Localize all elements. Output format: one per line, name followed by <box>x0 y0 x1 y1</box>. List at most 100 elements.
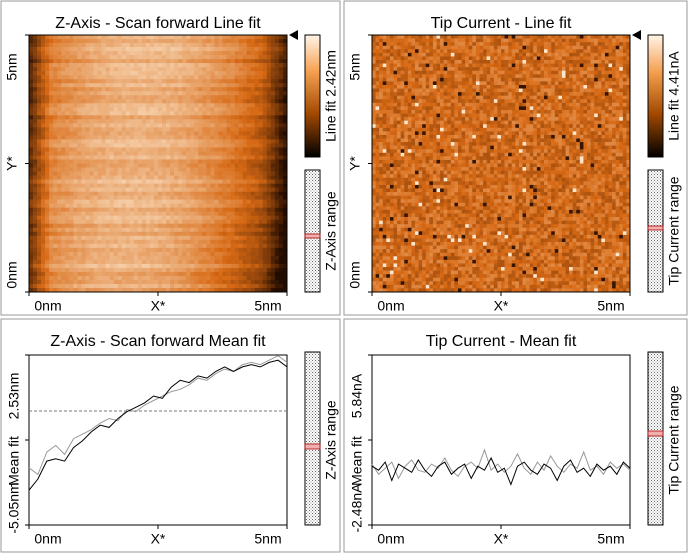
image-pixel <box>109 135 114 140</box>
image-pixel <box>93 227 98 233</box>
image-pixel <box>214 119 219 124</box>
image-pixel <box>202 183 207 188</box>
image-pixel <box>45 283 50 289</box>
image-pixel <box>198 203 203 208</box>
image-pixel <box>278 67 284 72</box>
image-pixel <box>214 287 219 293</box>
image-pixel <box>49 131 54 136</box>
image-pixel <box>194 119 199 124</box>
image-pixel <box>262 239 268 245</box>
image-pixel <box>65 255 70 261</box>
image-pixel <box>81 107 86 112</box>
image-pixel <box>33 211 38 217</box>
image-pixel <box>202 239 207 245</box>
image-pixel <box>447 63 452 68</box>
image-pixel <box>250 207 256 212</box>
image-pixel <box>282 235 288 241</box>
image-pixel <box>282 227 288 233</box>
image-pixel <box>186 103 191 108</box>
image-pixel <box>137 171 143 176</box>
image-pixel <box>242 171 247 176</box>
image-pixel <box>379 77 384 82</box>
image-pixel <box>109 35 114 40</box>
image-pixel <box>375 49 380 54</box>
image-pixel <box>579 42 584 47</box>
image-pixel <box>113 159 118 164</box>
image-pixel <box>254 195 260 200</box>
image-pixel <box>73 199 78 204</box>
image-pixel <box>479 38 484 43</box>
image-pixel <box>508 63 513 68</box>
image-pixel <box>141 95 147 100</box>
image-pixel <box>125 167 131 172</box>
image-pixel <box>218 179 223 184</box>
image-pixel <box>89 63 94 68</box>
image-pixel <box>158 211 163 217</box>
image-pixel <box>61 71 66 76</box>
image-pixel <box>382 56 387 61</box>
image-pixel <box>158 199 163 204</box>
image-pixel <box>218 51 223 56</box>
range-handle[interactable] <box>304 233 321 239</box>
image-pixel <box>226 79 231 84</box>
image-pixel <box>53 111 58 116</box>
image-pixel <box>190 119 195 124</box>
image-pixel <box>274 231 280 237</box>
image-pixel <box>230 283 235 289</box>
image-pixel <box>109 235 114 241</box>
image-pixel <box>89 91 94 96</box>
image-pixel <box>222 151 227 156</box>
image-pixel <box>158 243 163 249</box>
image-pixel <box>246 191 252 196</box>
image-pixel <box>242 287 247 293</box>
image-pixel <box>73 215 78 221</box>
image-pixel <box>85 115 90 120</box>
image-pixel <box>170 147 175 152</box>
image-pixel <box>182 75 187 80</box>
range-bar[interactable] <box>304 169 321 293</box>
image-pixel <box>113 259 118 265</box>
image-pixel <box>258 131 264 136</box>
image-pixel <box>418 70 423 75</box>
image-pixel <box>170 123 175 128</box>
image-pixel <box>49 103 54 108</box>
image-pixel <box>149 175 155 180</box>
image-pixel <box>105 283 110 289</box>
image-pixel <box>242 179 247 184</box>
image-pixel <box>45 63 50 68</box>
image-pixel <box>529 56 534 61</box>
image-pixel <box>89 223 94 229</box>
image-pixel <box>41 247 46 253</box>
image-pixel <box>554 70 559 75</box>
image-pixel <box>69 187 74 192</box>
image-pixel <box>149 71 155 76</box>
image-pixel <box>89 155 94 160</box>
image-pixel <box>210 187 215 192</box>
image-pixel <box>149 131 155 136</box>
image-pixel <box>162 235 167 241</box>
image-pixel <box>73 171 78 176</box>
image-pixel <box>429 70 434 75</box>
image-pixel <box>386 45 391 50</box>
image-pixel <box>153 287 159 293</box>
image-pixel <box>601 63 606 68</box>
image-pixel <box>53 267 58 273</box>
image-pixel <box>234 163 239 168</box>
image-pixel <box>109 47 114 52</box>
image-pixel <box>101 239 106 245</box>
image-pixel <box>619 52 624 57</box>
image-pixel <box>422 70 427 75</box>
image-pixel <box>186 191 191 196</box>
image-pixel <box>222 191 227 196</box>
image-pixel <box>162 195 167 200</box>
image-pixel <box>234 99 239 104</box>
image-pixel <box>85 107 90 112</box>
image-pixel <box>226 255 231 261</box>
image-pixel <box>551 74 556 79</box>
image-pixel <box>153 147 159 152</box>
image-pixel <box>626 35 631 39</box>
image-pixel <box>522 52 527 57</box>
image-pixel <box>254 115 260 120</box>
image-pixel <box>246 235 252 241</box>
image-pixel <box>230 67 235 72</box>
